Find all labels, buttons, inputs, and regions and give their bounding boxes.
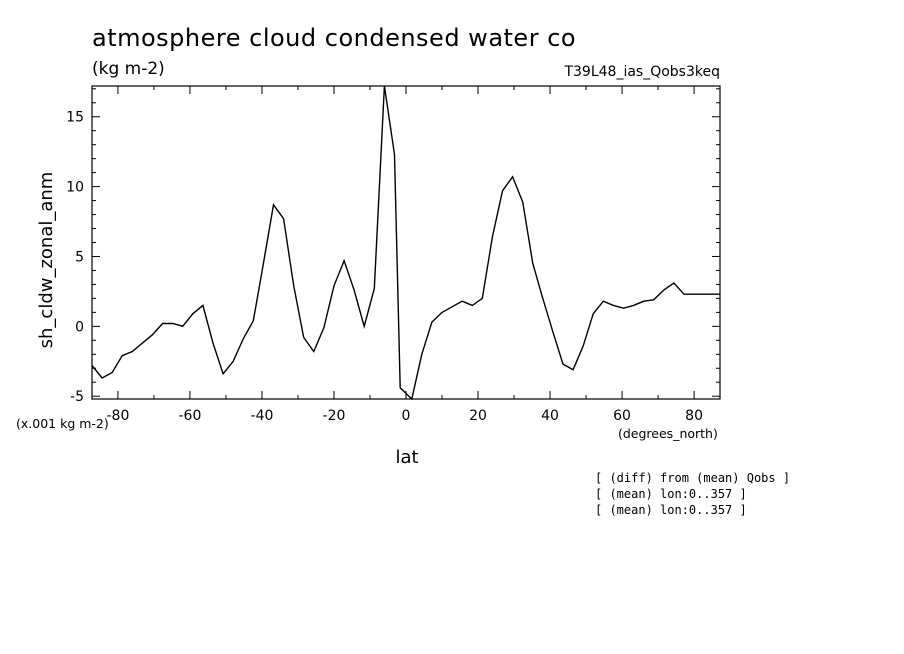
chart-units: (kg m-2) bbox=[92, 59, 165, 79]
y-tick-label: 5 bbox=[75, 249, 84, 265]
y-tick-label: 15 bbox=[66, 110, 84, 126]
x-tick-label: -20 bbox=[323, 408, 346, 424]
y-axis-title: sh_cldw_zonal_anm bbox=[36, 172, 57, 349]
x-tick-label: -80 bbox=[106, 408, 129, 424]
note-line-1: [ (diff) from (mean) Qobs ] bbox=[595, 471, 790, 485]
x-tick-labels: -80 -60 -40 -20 0 20 40 60 80 bbox=[106, 408, 702, 424]
y-tick-labels: -5 0 5 10 15 bbox=[66, 110, 84, 405]
run-label: T39L48_ias_Qobs3keq bbox=[563, 64, 720, 80]
series-line bbox=[91, 85, 720, 401]
x-axis-title: lat bbox=[395, 447, 418, 468]
note-line-2: [ (mean) lon:0..357 ] bbox=[595, 487, 747, 501]
x-tick-label: 80 bbox=[685, 408, 703, 424]
y-scale-note: (x.001 kg m-2) bbox=[16, 416, 109, 431]
x-tick-label: -60 bbox=[179, 408, 202, 424]
note-line-3: [ (mean) lon:0..357 ] bbox=[595, 503, 747, 517]
y-tick-label: 10 bbox=[66, 180, 84, 196]
y-tick-label: 0 bbox=[75, 319, 84, 335]
axis-ticks bbox=[92, 86, 720, 399]
x-tick-label: -40 bbox=[251, 408, 274, 424]
y-tick-label: -5 bbox=[70, 389, 84, 405]
x-tick-label: 20 bbox=[469, 408, 487, 424]
plot-frame bbox=[91, 85, 721, 400]
x-tick-label: 0 bbox=[402, 408, 411, 424]
chart-title: atmosphere cloud condensed water co bbox=[92, 24, 576, 52]
x-tick-label: 40 bbox=[541, 408, 559, 424]
x-tick-label: 60 bbox=[613, 408, 631, 424]
x-units-label: (degrees_north) bbox=[618, 426, 718, 441]
